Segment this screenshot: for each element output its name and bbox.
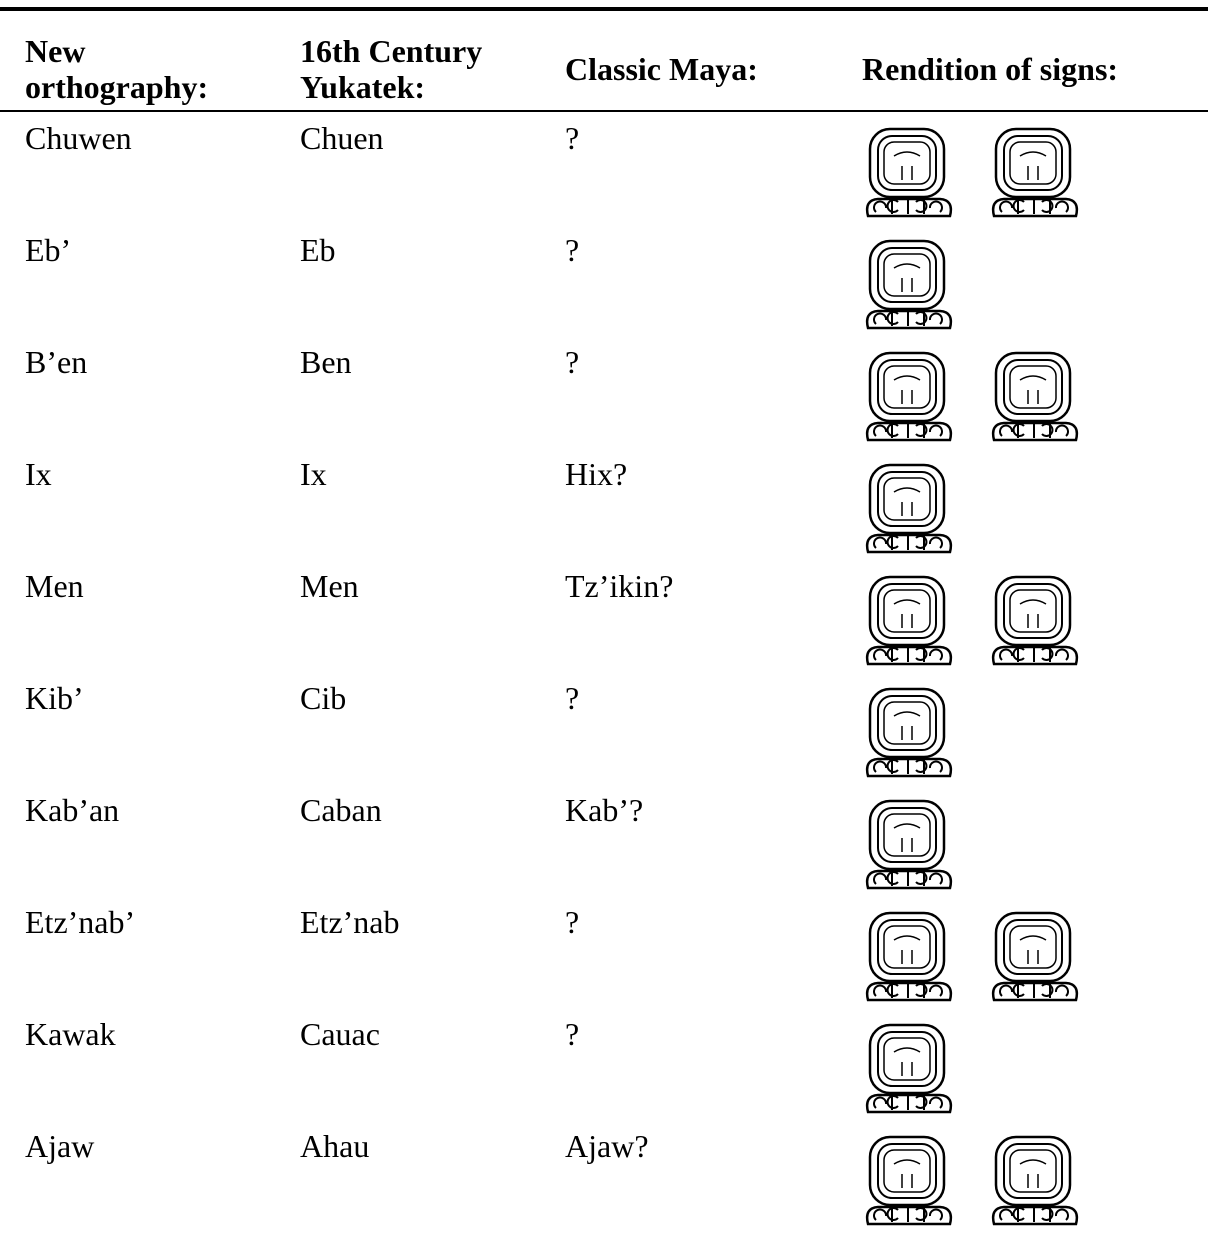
top-rule <box>0 7 1208 11</box>
table-cell: ? <box>565 680 580 716</box>
table-cell: Ben <box>300 344 352 380</box>
day-sign-glyph <box>990 574 1080 670</box>
table-cell: Etz’nab <box>300 904 400 940</box>
table-cell: Caban <box>300 792 382 828</box>
table-row: Ix Ix Hix? <box>0 454 1208 566</box>
table-row: Kawak Cauac? <box>0 1014 1208 1126</box>
header-cell: Classic Maya: <box>565 51 758 87</box>
table-cell: Eb’ <box>25 232 72 268</box>
day-sign-glyph <box>864 1022 954 1118</box>
day-sign-glyph <box>864 238 954 334</box>
day-sign-glyph <box>990 126 1080 222</box>
table-cell: Chuen <box>300 120 384 156</box>
day-sign-glyph <box>990 910 1080 1006</box>
table-row: Eb’ Eb? <box>0 230 1208 342</box>
table-cell: Ajaw? <box>565 1128 649 1164</box>
header-cell: Rendition of signs: <box>862 51 1119 87</box>
table-row: B’en Ben? <box>0 342 1208 454</box>
header-rule <box>0 110 1208 112</box>
table-cell: ? <box>565 904 580 940</box>
table-cell: Tz’ikin? <box>565 568 674 604</box>
day-sign-glyph <box>864 574 954 670</box>
table-cell: Kib’ <box>25 680 84 716</box>
day-sign-glyph <box>864 798 954 894</box>
table-cell: Kab’? <box>565 792 644 828</box>
day-sign-glyph <box>990 350 1080 446</box>
day-sign-glyph <box>864 126 954 222</box>
table-row: Chuwen Chuen? <box>0 118 1208 230</box>
table-cell: ? <box>565 120 580 156</box>
day-sign-glyph <box>864 1134 954 1230</box>
day-sign-glyph <box>864 910 954 1006</box>
day-sign-glyph <box>864 686 954 782</box>
table-cell: B’en <box>25 344 88 380</box>
table-cell: Etz’nab’ <box>25 904 136 940</box>
table-row: Kab’an Caban Kab’? <box>0 790 1208 902</box>
table-cell: Kawak <box>25 1016 116 1052</box>
table-cell: Cib <box>300 680 347 716</box>
table-cell: ? <box>565 344 580 380</box>
day-sign-glyph <box>864 462 954 558</box>
table-cell: Ix <box>300 456 327 492</box>
table-cell: Eb <box>300 232 336 268</box>
table-row: Ajaw Ahau Ajaw? <box>0 1126 1208 1238</box>
day-sign-glyph <box>864 350 954 446</box>
header-cell: 16th Century Yukatek: <box>300 33 483 105</box>
table-cell: Ahau <box>300 1128 370 1164</box>
header-cell: New orthography: <box>25 33 209 105</box>
table-cell: Ix <box>25 456 52 492</box>
table-cell: Men <box>300 568 359 604</box>
table-cell: Ajaw <box>25 1128 95 1164</box>
day-sign-glyph <box>990 1134 1080 1230</box>
table-cell: Chuwen <box>25 120 132 156</box>
table-cell: Men <box>25 568 84 604</box>
table-cell: ? <box>565 1016 580 1052</box>
table-row: Etz’nab’ Etz’nab? <box>0 902 1208 1014</box>
table-cell: Cauac <box>300 1016 380 1052</box>
table-cell: Hix? <box>565 456 628 492</box>
table-row: Men Men Tz’ikin? <box>0 566 1208 678</box>
table-cell: ? <box>565 232 580 268</box>
table-row: Kib’ Cib? <box>0 678 1208 790</box>
table-cell: Kab’an <box>25 792 120 828</box>
